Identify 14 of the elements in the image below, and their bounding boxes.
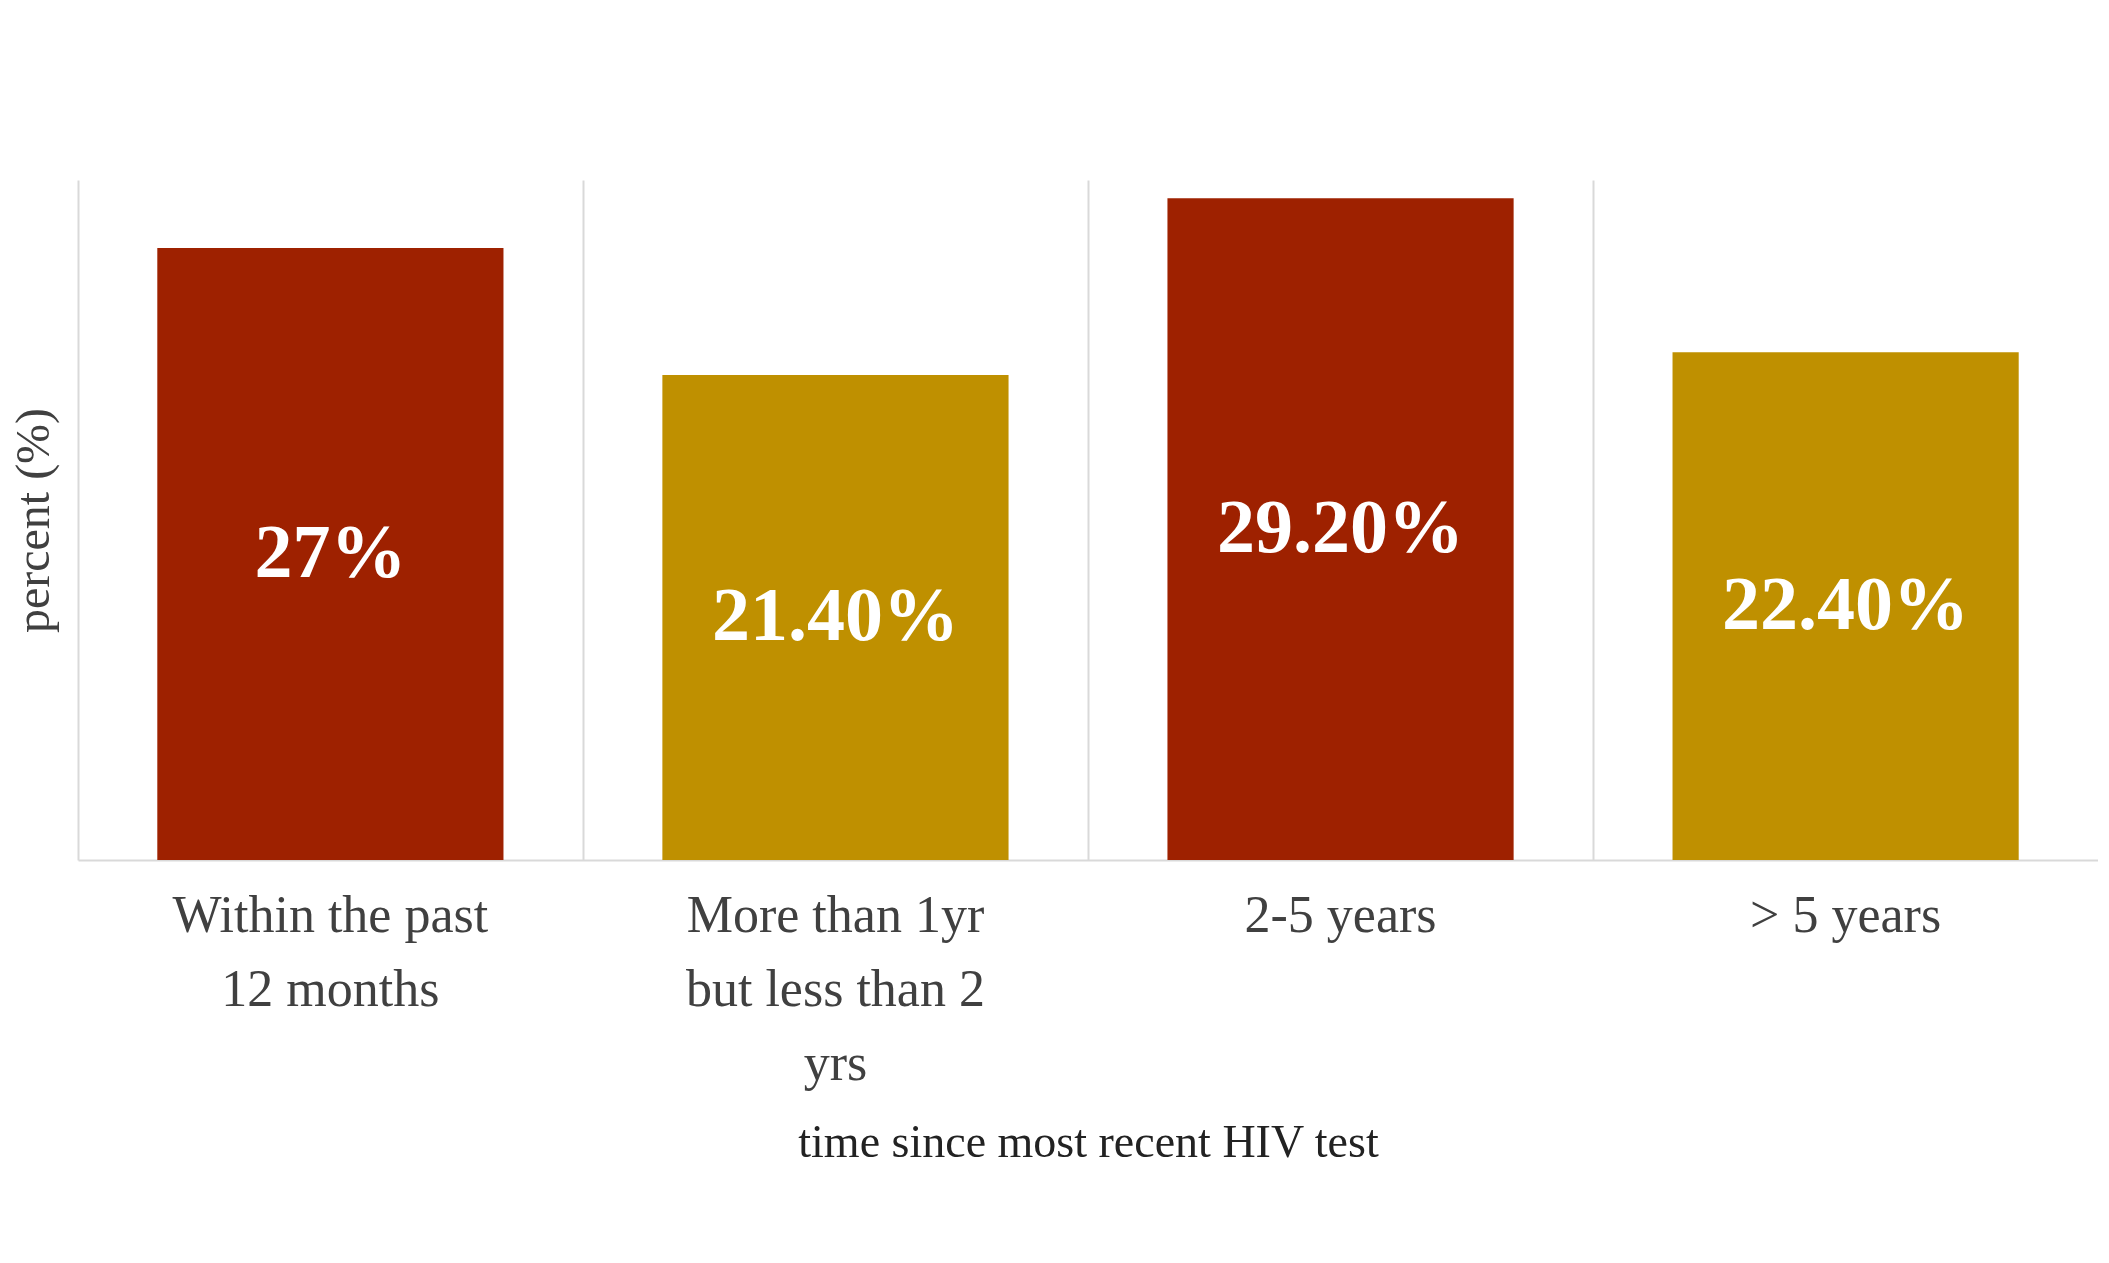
y-axis-title: percent (%) <box>5 407 60 634</box>
x-axis-title: time since most recent HIV test <box>798 1115 1379 1167</box>
data-label: 22.40% <box>1722 561 1970 646</box>
data-label: 21.40% <box>711 572 959 657</box>
bar <box>1672 352 2019 860</box>
bar <box>157 248 504 860</box>
data-label: 29.20% <box>1217 484 1465 569</box>
x-tick-label: 2-5 years <box>1244 885 1437 943</box>
bar <box>662 374 1009 860</box>
data-label: 27% <box>254 509 407 593</box>
x-tick-label: Within the past 12 months <box>172 885 489 1017</box>
x-tick-label: More than 1yr but less than 2 yrs <box>685 885 985 1091</box>
x-tick-label: > 5 years <box>1750 885 1942 943</box>
bar <box>1167 198 1514 860</box>
